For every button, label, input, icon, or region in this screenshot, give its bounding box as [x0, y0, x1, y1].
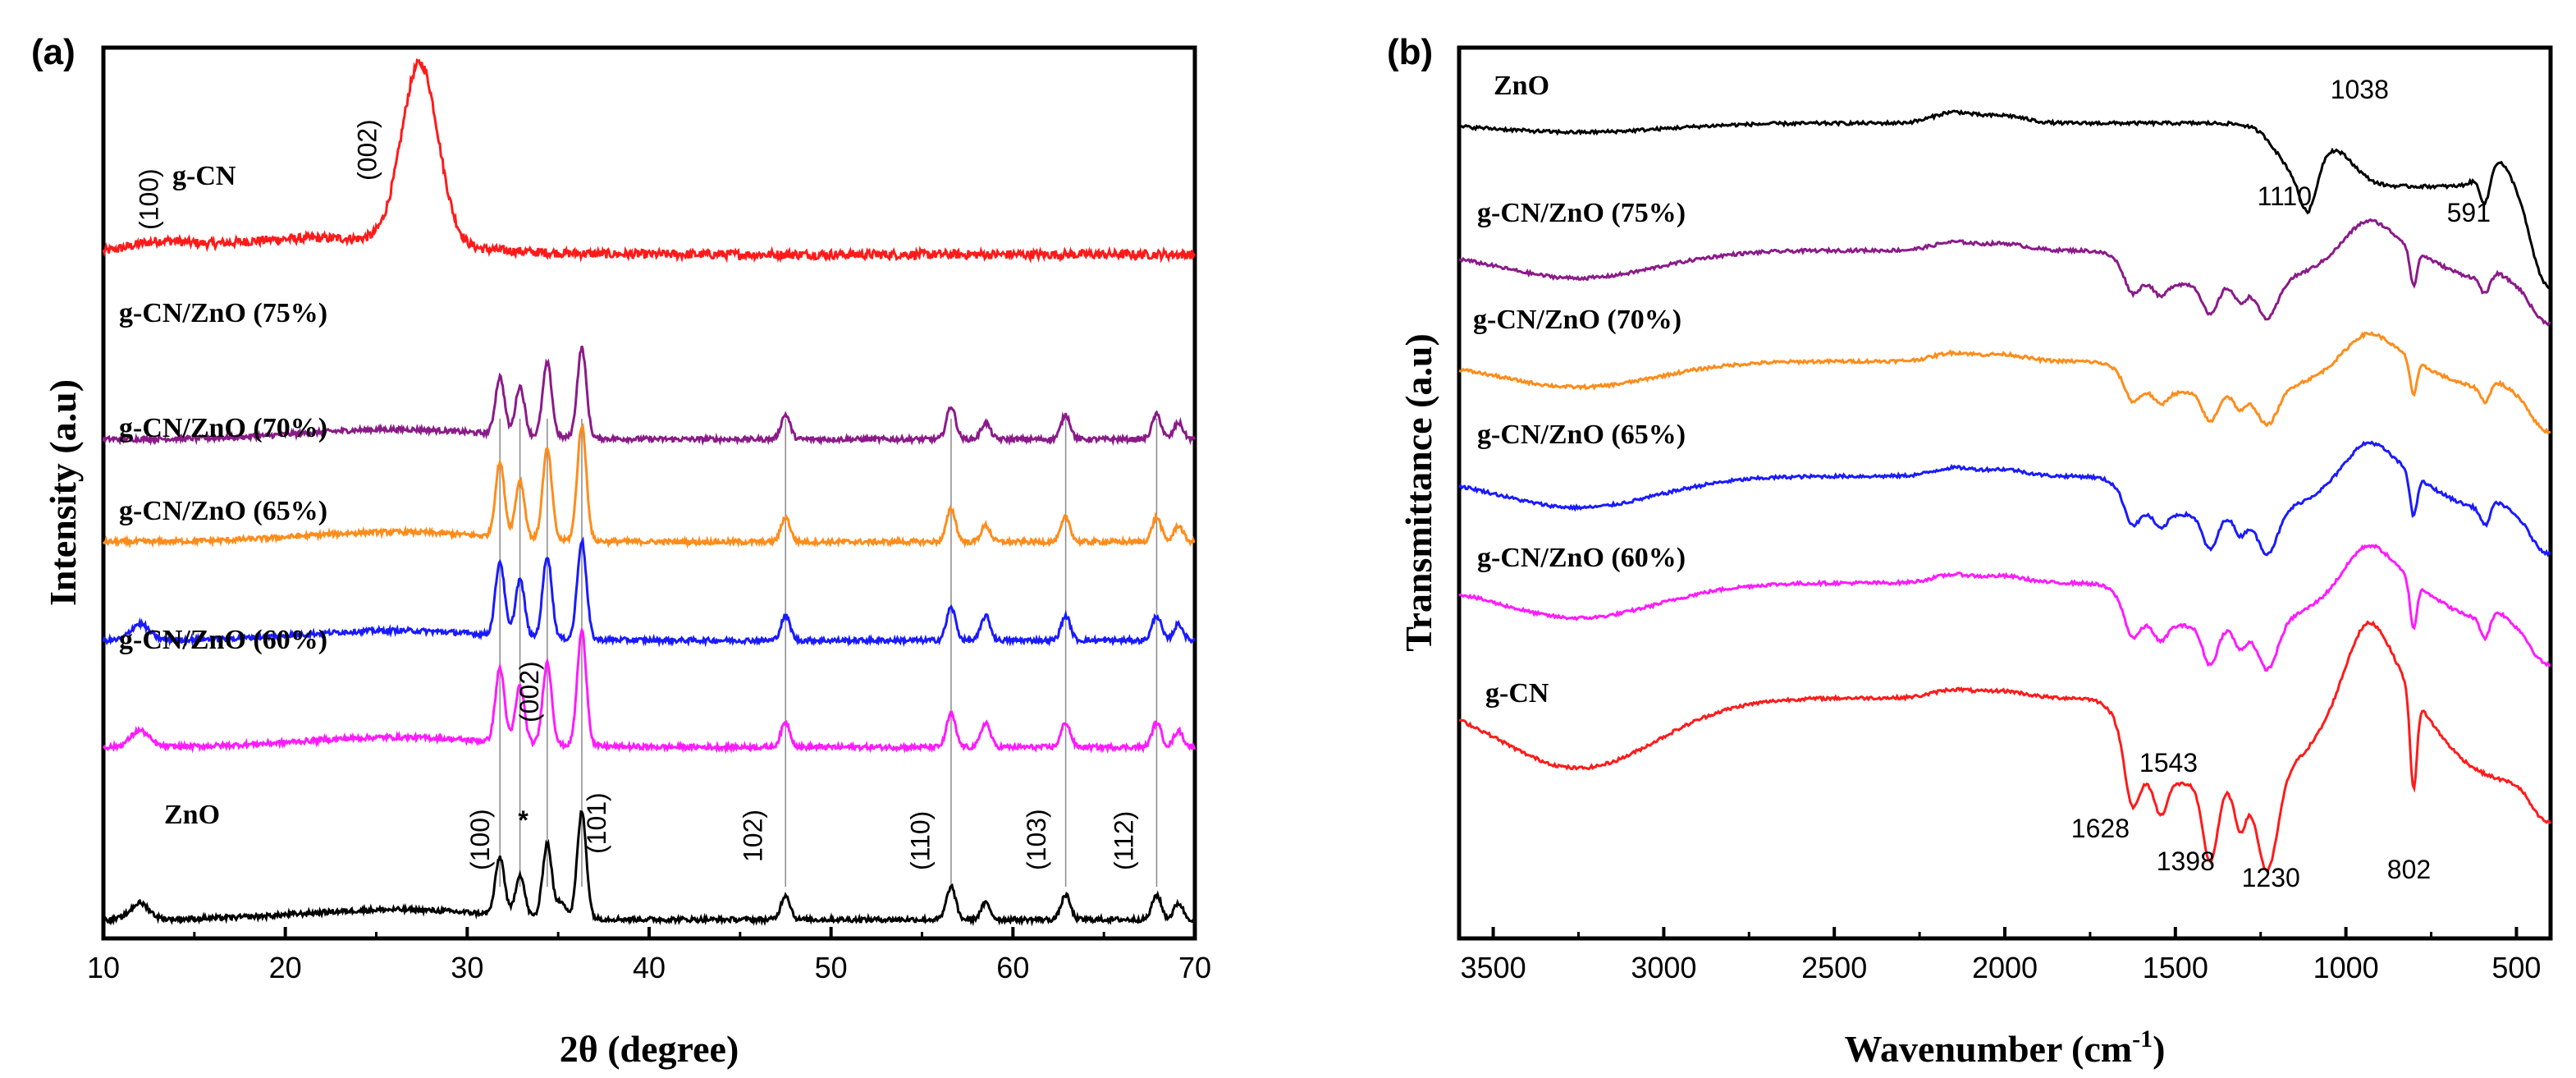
peak-annotation: (101) [582, 792, 611, 854]
panel-b-label: (b) [1387, 32, 1433, 72]
series-label: g-CN/ZnO (60%) [1477, 543, 1686, 573]
band-annotation: 1038 [2331, 75, 2389, 104]
peak-annotation: (100) [135, 168, 164, 230]
series-label: g-CN [1485, 678, 1549, 709]
x-tick-label: 1000 [2313, 951, 2379, 984]
panel-a-series-labels: g-CN g-CN/ZnO (75%) g-CN/ZnO (70%) g-CN/ZnO… [119, 161, 327, 830]
series-label: g-CN/ZnO (60%) [119, 625, 327, 655]
band-annotation: 591 [2447, 198, 2491, 227]
x-tick-label: 50 [815, 951, 848, 984]
series-line [1457, 440, 2551, 557]
panel-b-x-axis-title: Wavenumber (cm-1) [1845, 1025, 2166, 1070]
series-line [102, 422, 1196, 549]
x-tick-label: 40 [633, 951, 666, 984]
series-line [102, 345, 1196, 447]
x-tick-label: 2500 [1801, 951, 1867, 984]
panel-b-y-axis-title: Transmittance (a.u) [1398, 333, 1439, 652]
panel-a-peak-guides [499, 419, 1158, 887]
series-label: g-CN [172, 161, 236, 191]
band-annotation: 1543 [2139, 748, 2198, 778]
peak-annotation: (103) [1022, 809, 1051, 870]
series-line [102, 627, 1196, 755]
series-label: g-CN/ZnO (65%) [119, 496, 327, 526]
peak-annotation: 102) [738, 810, 767, 862]
series-label: g-CN/ZnO (70%) [1473, 305, 1681, 335]
x-tick-label: 2000 [1972, 951, 2038, 984]
panel-b-series [1457, 108, 2552, 873]
band-annotation: 1628 [2071, 814, 2130, 843]
panel-a-series [102, 57, 1196, 927]
series-label: g-CN/ZnO (75%) [119, 298, 327, 328]
x-tick-label: 3000 [1631, 951, 1696, 984]
band-annotation: 802 [2387, 855, 2431, 884]
band-annotation: 1110 [2258, 181, 2312, 211]
panel-a-x-ticks: 10 20 30 40 50 60 70 [87, 927, 1211, 984]
peak-annotation: * [518, 805, 528, 835]
panel-b-ftir-chart: (b) 1038 1110 591 1543 1628 1398 1230 802 ZnO g-… [1387, 32, 2553, 1070]
peak-annotation: (002) [353, 119, 382, 181]
x-tick-label: 20 [269, 951, 302, 984]
series-label: ZnO [1494, 71, 1549, 101]
series-line [102, 536, 1196, 648]
x-tick-label: 30 [451, 951, 483, 984]
panel-a-y-axis-title: Intensity (a.u) [42, 379, 84, 606]
band-annotation: 1398 [2157, 846, 2215, 876]
series-label: g-CN/ZnO (65%) [1477, 420, 1686, 450]
panel-a-frame [101, 45, 1197, 941]
series-label: ZnO [164, 800, 220, 830]
peak-annotation: (002) [515, 661, 544, 722]
series-label: g-CN/ZnO (70%) [119, 413, 327, 443]
series-line [1458, 544, 2551, 672]
peak-annotation: (100) [465, 809, 495, 870]
series-line [103, 810, 1196, 927]
panel-b-series-labels: ZnO g-CN/ZnO (75%) g-CN/ZnO (70%) g-CN/ZnO … [1473, 71, 1686, 709]
band-annotation: 1230 [2242, 863, 2300, 892]
x-tick-label: 500 [2491, 951, 2541, 984]
x-tick-label: 70 [1178, 951, 1211, 984]
series-line [102, 57, 1196, 264]
panel-a-x-axis-title: 2θ (degree) [560, 1028, 739, 1070]
peak-annotation: (112) [1110, 811, 1139, 870]
series-label: g-CN/ZnO (75%) [1477, 198, 1686, 228]
x-tick-label: 10 [87, 951, 120, 984]
peak-annotation: (110) [905, 811, 935, 870]
series-line [1458, 620, 2552, 873]
series-line [1458, 108, 2551, 291]
panel-b-frame [1457, 45, 2553, 941]
panel-b-x-ticks: 3500 3000 2500 2000 1500 1000 500 [1461, 927, 2541, 984]
x-tick-label: 3500 [1461, 951, 1526, 984]
x-tick-label: 60 [996, 951, 1029, 984]
series-line [1458, 218, 2551, 327]
panel-a-xrd-chart: (a) (100)(002)(100) *(002)(101) 102) (110)(… [31, 32, 1211, 1070]
series-line [1458, 331, 2551, 434]
panel-a-annotations: (100) (002) (100) * (002) (101) 102) (110) (103)… [135, 119, 1139, 870]
x-tick-label: 1500 [2143, 951, 2208, 984]
panel-b-annotations: 1038 1110 591 1543 1628 1398 1230 802 [2071, 75, 2491, 892]
panel-a-label: (a) [31, 32, 75, 72]
